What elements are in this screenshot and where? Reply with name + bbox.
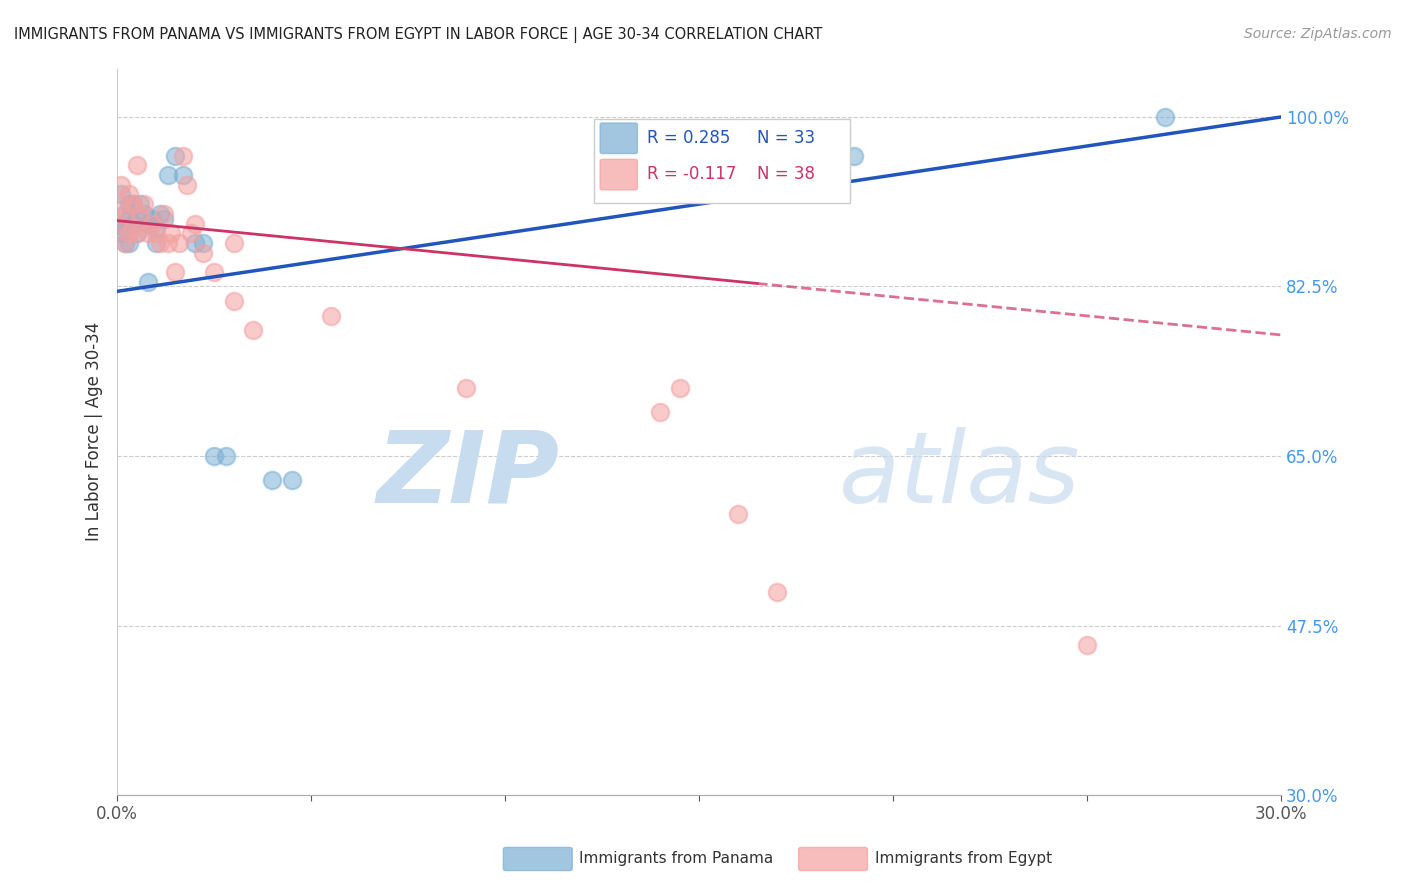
Point (215, 449, 238, 463)
Point (118, 226, 141, 240)
Point (1076, 638, 1098, 652)
Point (125, 226, 148, 240)
Point (110, 178, 132, 192)
Point (184, 217, 207, 231)
Point (121, 217, 143, 231)
Point (765, 584, 787, 599)
Point (191, 245, 214, 260)
Point (105, 217, 128, 231)
Text: N = 33: N = 33 (758, 128, 815, 146)
Point (202, 265, 225, 279)
Point (156, 235, 179, 250)
Point (118, 211, 141, 226)
Point (650, 405, 672, 419)
Point (105, 217, 128, 231)
Point (134, 197, 156, 211)
Point (172, 149, 194, 163)
Point (114, 221, 136, 235)
Point (125, 158, 148, 172)
Point (136, 217, 159, 231)
FancyBboxPatch shape (600, 123, 637, 153)
Point (184, 235, 207, 250)
Point (114, 207, 136, 221)
Point (134, 207, 156, 221)
Point (136, 275, 159, 289)
Point (844, 149, 866, 163)
Point (727, 507, 749, 521)
Point (145, 221, 167, 235)
Point (165, 149, 187, 163)
Point (125, 226, 148, 240)
Point (160, 226, 183, 240)
Point (222, 235, 245, 250)
Point (145, 235, 167, 250)
Point (118, 197, 141, 211)
Text: atlas: atlas (839, 427, 1080, 524)
Point (121, 197, 143, 211)
Point (141, 211, 163, 226)
Point (152, 211, 174, 226)
Point (114, 207, 136, 221)
FancyBboxPatch shape (600, 160, 637, 190)
Point (668, 381, 690, 395)
Point (118, 187, 141, 202)
Text: R = -0.117: R = -0.117 (647, 165, 737, 183)
Text: Immigrants from Egypt: Immigrants from Egypt (875, 852, 1052, 866)
Point (149, 235, 172, 250)
Point (136, 226, 159, 240)
Point (167, 235, 190, 250)
Text: ZIP: ZIP (377, 427, 560, 524)
Point (149, 207, 172, 221)
Point (129, 197, 152, 211)
Point (456, 381, 478, 395)
Point (141, 217, 163, 231)
Point (156, 168, 179, 182)
Point (121, 197, 143, 211)
Point (121, 221, 143, 235)
Text: R = 0.285: R = 0.285 (647, 128, 730, 146)
Point (222, 293, 245, 308)
Point (110, 187, 132, 202)
Point (152, 207, 174, 221)
Point (262, 473, 284, 487)
Point (180, 226, 202, 240)
Point (172, 168, 194, 182)
Point (125, 211, 148, 226)
Text: N = 38: N = 38 (758, 165, 815, 183)
Point (129, 207, 152, 221)
Point (191, 235, 214, 250)
Point (145, 226, 167, 240)
Y-axis label: In Labor Force | Age 30-34: In Labor Force | Age 30-34 (86, 322, 103, 541)
Text: IMMIGRANTS FROM PANAMA VS IMMIGRANTS FROM EGYPT IN LABOR FORCE | AGE 30-34 CORRE: IMMIGRANTS FROM PANAMA VS IMMIGRANTS FRO… (14, 27, 823, 43)
Point (176, 178, 198, 192)
Point (118, 235, 141, 250)
Point (114, 235, 136, 250)
Point (110, 197, 132, 211)
FancyBboxPatch shape (595, 120, 851, 203)
Point (319, 309, 342, 323)
Point (242, 323, 264, 337)
Point (281, 473, 304, 487)
Point (114, 235, 136, 250)
Text: Source: ZipAtlas.com: Source: ZipAtlas.com (1244, 27, 1392, 41)
Point (165, 265, 187, 279)
Point (1153, 110, 1175, 124)
Point (110, 226, 132, 240)
Point (202, 449, 225, 463)
Text: Immigrants from Panama: Immigrants from Panama (579, 852, 773, 866)
